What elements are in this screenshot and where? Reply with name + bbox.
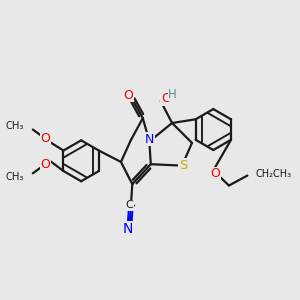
Text: O: O [211,167,220,180]
Text: O: O [161,92,171,105]
Text: H: H [168,88,177,100]
Text: S: S [179,159,188,172]
Text: O: O [123,89,133,102]
Text: CH₃: CH₃ [5,172,24,182]
Text: O: O [41,132,51,145]
Text: N: N [123,222,133,236]
Text: N: N [145,133,154,146]
Text: O: O [41,158,51,171]
Text: CH₂CH₃: CH₂CH₃ [255,169,292,179]
Text: C: C [126,200,133,210]
Text: CH₃: CH₃ [5,121,24,130]
